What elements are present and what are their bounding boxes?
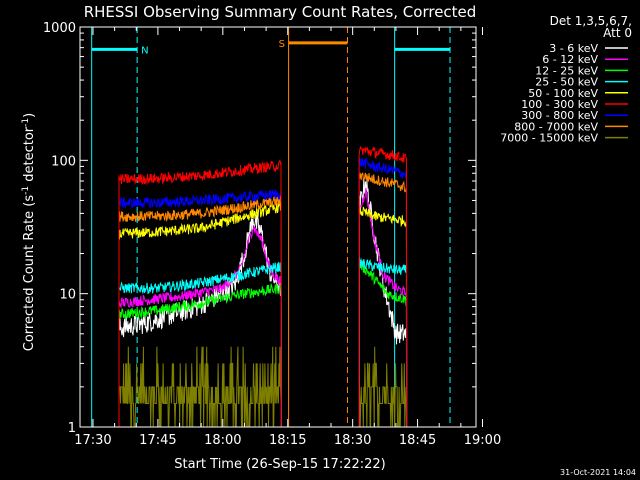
- legend-label-4: 50 - 100 keV: [528, 87, 598, 100]
- series-line-2-seg1: [118, 282, 282, 428]
- y-tick-label-3: 1000: [43, 21, 76, 36]
- series-line-4-seg1: [118, 201, 282, 428]
- x-tick-label-2: 18:00: [204, 433, 241, 448]
- series-line-8-seg1: [118, 346, 282, 428]
- plot-frame: [79, 26, 477, 428]
- timestamp: 31-Oct-2021 14:04: [560, 468, 636, 477]
- legend-title-line2: Att 0: [603, 26, 632, 40]
- legend-title-line1: Det 1,3,5,6,7,: [550, 14, 632, 28]
- series-line-7-seg2: [358, 172, 408, 428]
- x-tick-label-6: 19:00: [464, 433, 501, 448]
- x-tick-label-0: 17:30: [74, 433, 111, 448]
- series-line-5-seg2: [358, 145, 408, 428]
- y-axis-label: Corrected Count Rate (s-1 detector-1): [21, 113, 37, 351]
- series-line-4-seg2: [358, 206, 408, 428]
- series-line-2-seg2: [358, 259, 408, 428]
- series-line-3-seg1: [118, 262, 282, 428]
- legend-label-6: 300 - 800 keV: [521, 109, 598, 122]
- x-axis-label: Start Time (26-Sep-15 17:22:22): [174, 457, 385, 472]
- series-line-6-seg1: [118, 189, 282, 428]
- chart-title: RHESSI Observing Summary Count Rates, Co…: [84, 3, 477, 21]
- series-line-6-seg2: [358, 157, 408, 428]
- marker-label-0: N: [141, 45, 148, 56]
- y-tick-label-1: 10: [59, 288, 76, 303]
- series-line-5-seg1: [118, 158, 282, 428]
- series-line-1-seg1: [118, 225, 282, 428]
- series-line-3-seg2: [358, 257, 408, 428]
- x-tick-label-4: 18:30: [334, 433, 371, 448]
- marker-label-1: S: [279, 39, 285, 50]
- legend-label-0: 3 - 6 keV: [549, 42, 598, 55]
- x-tick-label-3: 18:15: [269, 433, 306, 448]
- series-line-0-seg2: [358, 178, 408, 428]
- x-tick-label-1: 17:45: [139, 433, 176, 448]
- legend-label-1: 6 - 12 keV: [542, 53, 598, 66]
- y-tick-label-2: 100: [51, 154, 76, 169]
- series-line-1-seg2: [358, 187, 408, 428]
- legend-label-7: 800 - 7000 keV: [514, 120, 598, 133]
- series-line-7-seg1: [118, 195, 282, 428]
- legend-label-3: 25 - 50 keV: [535, 76, 598, 89]
- series-line-8-seg2: [358, 346, 408, 428]
- legend-label-2: 12 - 25 keV: [535, 64, 598, 77]
- legend-label-5: 100 - 300 keV: [521, 98, 598, 111]
- x-tick-label-5: 18:45: [399, 433, 436, 448]
- legend-label-8: 7000 - 15000 keV: [500, 132, 598, 145]
- y-tick-label-0: 1: [68, 421, 76, 436]
